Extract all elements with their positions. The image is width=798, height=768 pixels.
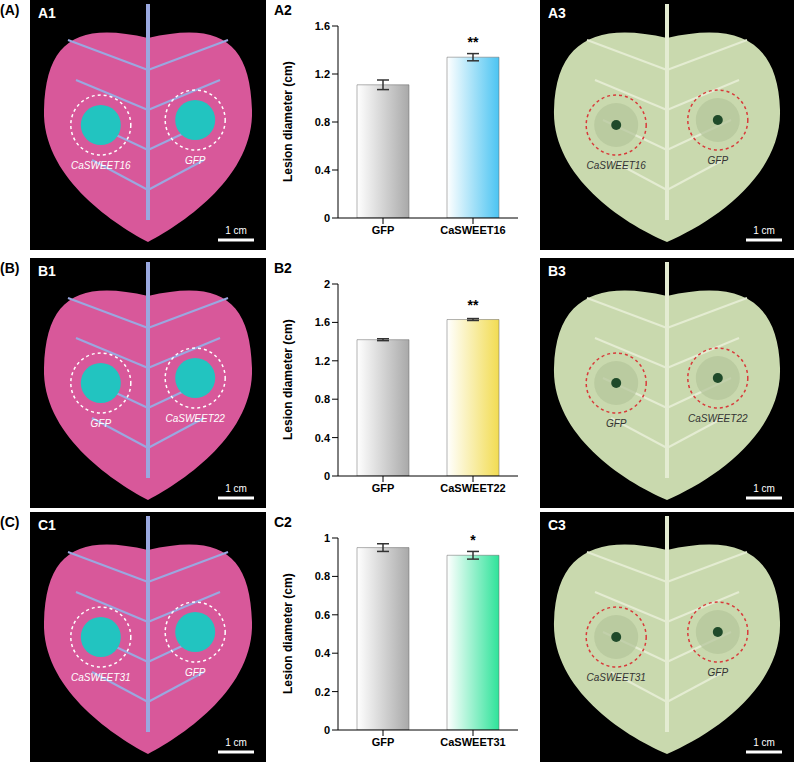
svg-text:1 cm: 1 cm <box>225 483 247 494</box>
svg-text:Lesion diameter (cm): Lesion diameter (cm) <box>281 61 295 182</box>
svg-text:Lesion diameter (cm): Lesion diameter (cm) <box>281 573 295 694</box>
svg-text:GFP: GFP <box>91 418 112 429</box>
svg-text:GFP: GFP <box>185 667 206 678</box>
svg-text:0.8: 0.8 <box>315 116 330 128</box>
svg-text:Lesion diameter (cm): Lesion diameter (cm) <box>281 319 295 440</box>
svg-text:*: * <box>470 532 476 548</box>
svg-text:GFP: GFP <box>372 736 395 748</box>
svg-text:A3: A3 <box>548 5 566 21</box>
svg-text:B3: B3 <box>548 263 566 279</box>
svg-text:0.2: 0.2 <box>315 686 330 698</box>
svg-text:0: 0 <box>324 212 330 224</box>
svg-text:1 cm: 1 cm <box>225 737 247 748</box>
html-text:(A): (A) <box>0 2 20 18</box>
svg-text:GFP: GFP <box>708 667 729 678</box>
svg-text:GFP: GFP <box>185 155 206 166</box>
svg-text:CaSWEET16: CaSWEET16 <box>586 160 646 171</box>
svg-text:0.4: 0.4 <box>315 647 331 659</box>
svg-text:0.4: 0.4 <box>315 432 331 444</box>
svg-text:CaSWEET16: CaSWEET16 <box>71 160 131 171</box>
svg-text:CaSWEET31: CaSWEET31 <box>440 736 505 748</box>
svg-text:CaSWEET22: CaSWEET22 <box>440 482 505 494</box>
svg-text:GFP: GFP <box>708 155 729 166</box>
svg-text:CaSWEET16: CaSWEET16 <box>440 224 505 236</box>
html-text:(B): (B) <box>0 260 20 276</box>
html-text:A2: A2 <box>274 2 292 18</box>
svg-text:GFP: GFP <box>372 224 395 236</box>
svg-text:1: 1 <box>324 532 330 544</box>
svg-text:C3: C3 <box>548 517 566 533</box>
svg-text:1 cm: 1 cm <box>225 225 247 236</box>
svg-text:**: ** <box>468 34 479 50</box>
svg-text:0.8: 0.8 <box>315 393 330 405</box>
svg-text:CaSWEET22: CaSWEET22 <box>688 413 748 424</box>
svg-text:0: 0 <box>324 470 330 482</box>
svg-text:0.6: 0.6 <box>315 609 330 621</box>
svg-text:1 cm: 1 cm <box>753 483 775 494</box>
svg-text:0: 0 <box>324 724 330 736</box>
html-text:C2: C2 <box>274 514 292 530</box>
html-text:(C): (C) <box>0 514 20 530</box>
svg-text:1.6: 1.6 <box>315 20 330 32</box>
svg-text:2: 2 <box>324 278 330 290</box>
svg-text:0.8: 0.8 <box>315 570 330 582</box>
svg-text:CaSWEET31: CaSWEET31 <box>71 672 130 683</box>
svg-text:CaSWEET22: CaSWEET22 <box>165 413 225 424</box>
svg-text:1.2: 1.2 <box>315 68 330 80</box>
svg-text:A1: A1 <box>38 5 56 21</box>
svg-text:0.4: 0.4 <box>315 164 331 176</box>
svg-text:1 cm: 1 cm <box>753 737 775 748</box>
svg-text:GFP: GFP <box>606 418 627 429</box>
svg-text:CaSWEET31: CaSWEET31 <box>586 672 645 683</box>
svg-text:1.6: 1.6 <box>315 316 330 328</box>
svg-text:GFP: GFP <box>372 482 395 494</box>
svg-text:C1: C1 <box>38 517 56 533</box>
svg-text:1.2: 1.2 <box>315 355 330 367</box>
svg-text:**: ** <box>468 297 479 313</box>
svg-text:1 cm: 1 cm <box>753 225 775 236</box>
html-text:B2: B2 <box>274 260 292 276</box>
svg-text:B1: B1 <box>38 263 56 279</box>
